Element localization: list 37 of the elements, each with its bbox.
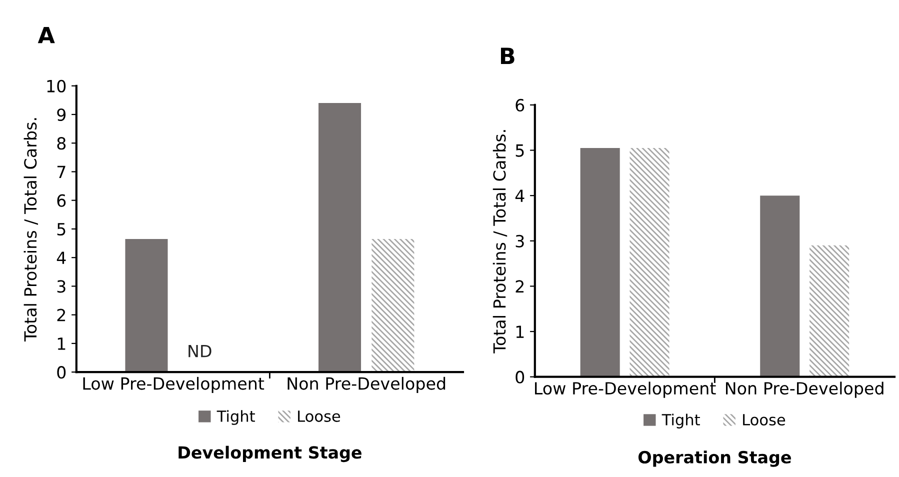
chart-title: A bbox=[38, 26, 55, 44]
x-tick-label: Non Pre-Developed bbox=[288, 376, 446, 394]
bar bbox=[580, 148, 620, 377]
y-tick-label: 8 bbox=[57, 137, 66, 150]
y-tick-label: 1 bbox=[516, 326, 524, 338]
x-axis-title: Operation Stage bbox=[638, 450, 791, 467]
x-tick-label: Non Pre-Developed bbox=[726, 382, 884, 398]
y-tick-label: 4 bbox=[56, 252, 66, 264]
y-tick-label: 2 bbox=[57, 308, 66, 322]
legend-label: Tight bbox=[662, 414, 700, 428]
y-tick-label: 1 bbox=[58, 338, 66, 350]
y-tick-label: 4 bbox=[515, 190, 524, 202]
bar bbox=[810, 245, 850, 377]
y-tick-label: 6 bbox=[57, 194, 66, 207]
y-tick-label: 10 bbox=[47, 80, 66, 92]
legend-label: Loose bbox=[298, 410, 340, 422]
y-tick-label: 2 bbox=[516, 280, 524, 293]
bar bbox=[760, 196, 800, 377]
y-tick-label: 0 bbox=[516, 370, 524, 384]
y-axis-title: Total Proteins / Total Carbs. bbox=[492, 130, 508, 354]
y-tick-label: 7 bbox=[57, 166, 66, 178]
y-tick-label: 0 bbox=[57, 366, 66, 379]
x-axis-title: Development Stage bbox=[178, 446, 362, 462]
chart-title: B bbox=[500, 48, 514, 64]
y-tick-label: 6 bbox=[516, 98, 524, 112]
y-tick-label: 3 bbox=[57, 280, 66, 293]
y-tick-label: 9 bbox=[57, 108, 66, 122]
y-axis-title: Total Proteins / Total Carbs. bbox=[24, 118, 38, 342]
legend-label: Loose bbox=[743, 414, 786, 426]
x-tick-label: Low Pre-Development bbox=[535, 382, 716, 398]
legend-label: Tight bbox=[216, 410, 255, 425]
x-tick-label: Low Pre-Development bbox=[83, 376, 264, 394]
bar bbox=[630, 148, 670, 377]
y-tick-label: 5 bbox=[516, 144, 524, 157]
y-tick-label: 3 bbox=[516, 234, 524, 248]
annotation: ND bbox=[188, 344, 212, 358]
y-tick-label: 5 bbox=[57, 223, 66, 236]
